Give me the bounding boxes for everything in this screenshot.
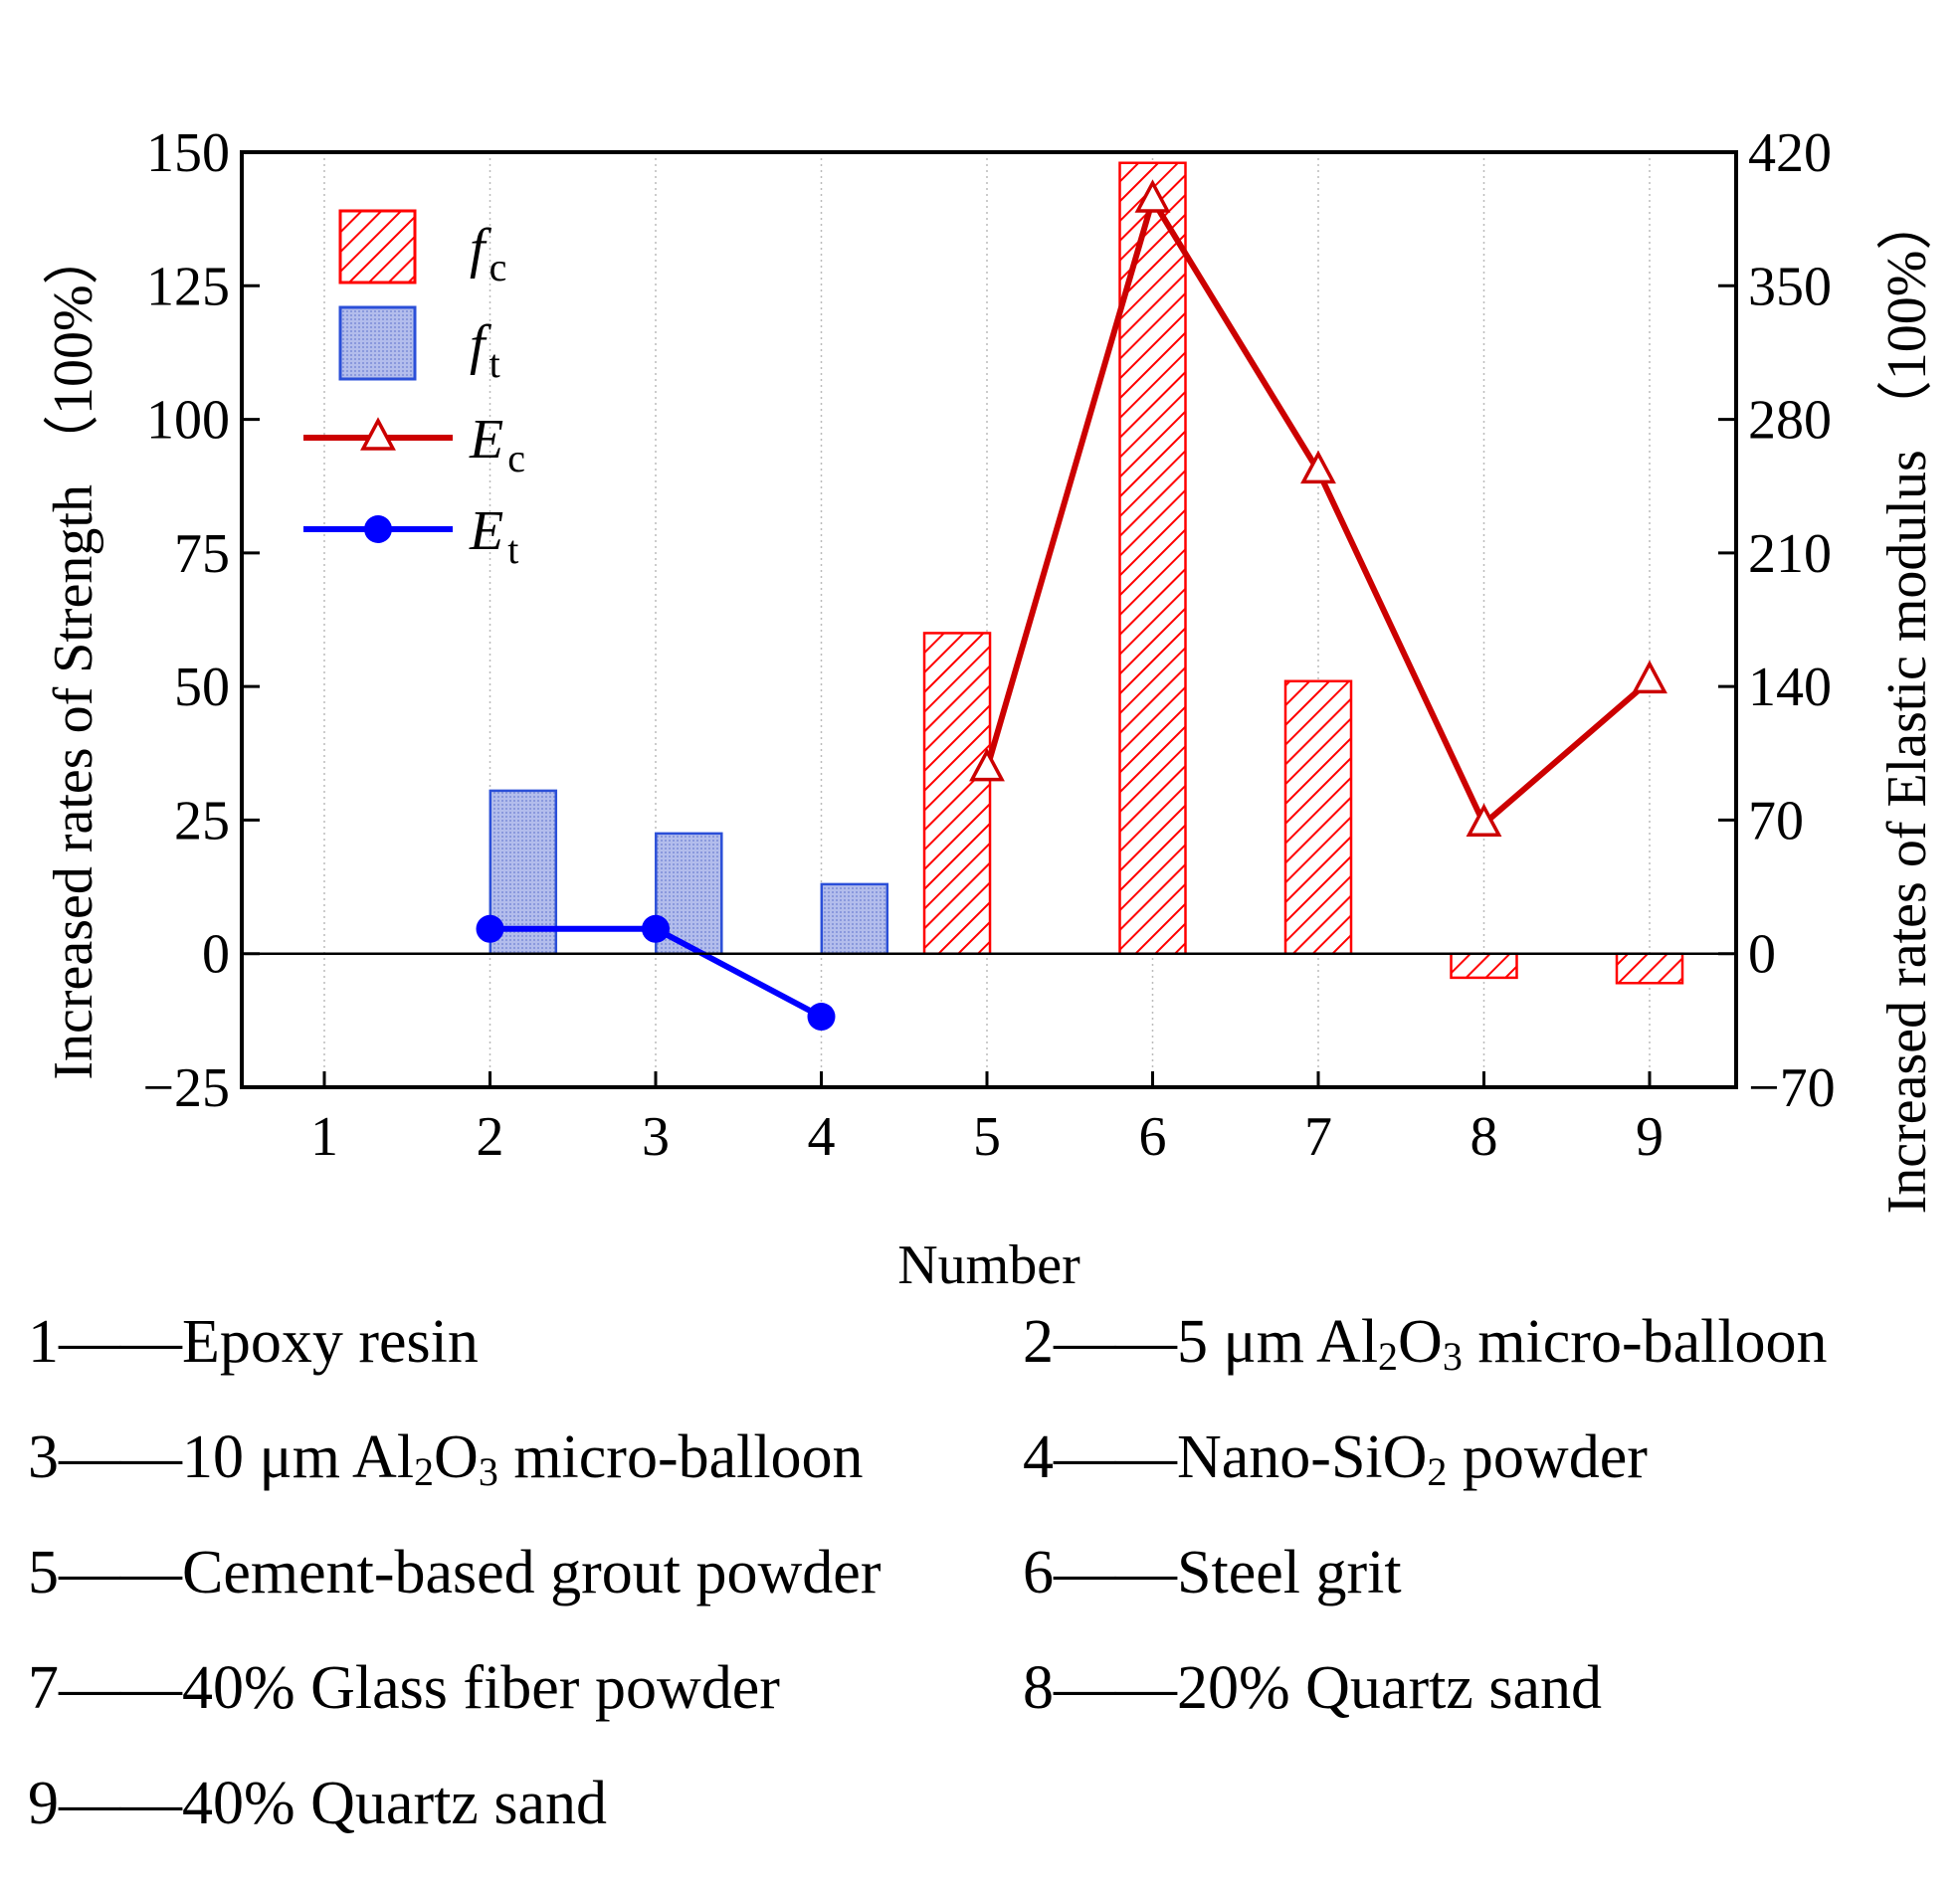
- note-subscript: 2: [1427, 1449, 1448, 1494]
- note-text: 5——: [28, 1539, 182, 1607]
- bar: [1450, 952, 1518, 980]
- note-text: 2——: [1023, 1308, 1177, 1376]
- x-tick-label: 8: [1470, 1106, 1498, 1168]
- y-tick-label: 150: [146, 122, 230, 184]
- legend-label-subscript: c: [507, 436, 525, 480]
- legend: f c f t E c E t: [303, 209, 525, 572]
- note-item: 9——40% Quartz sand: [28, 1773, 607, 1834]
- note-text: 8——: [1023, 1654, 1177, 1722]
- note-text: Steel grit: [1177, 1539, 1402, 1607]
- y2-tick-label: 210: [1748, 523, 1832, 585]
- y-tick-label: 75: [174, 523, 230, 585]
- data-point: [1134, 179, 1171, 213]
- grid-lines: [323, 152, 1651, 1087]
- legend-marker: [360, 417, 396, 451]
- y-tick-label: −25: [142, 1057, 230, 1119]
- note-text: 7——: [28, 1654, 182, 1722]
- y2-tick-label: −70: [1748, 1057, 1836, 1119]
- data-point: [1466, 803, 1502, 838]
- legend-swatch: [338, 209, 417, 284]
- note-text: 3——: [28, 1423, 182, 1491]
- note-text: micro-balloon: [497, 1423, 864, 1491]
- note-text: 5 μm Al: [1177, 1308, 1379, 1376]
- note-item: 2——5 μm Al2O3 micro-balloon: [1023, 1308, 1828, 1377]
- note-text: 6——: [1023, 1539, 1177, 1607]
- bar: [820, 882, 889, 955]
- x-tick-label: 4: [808, 1106, 836, 1168]
- note-text: Nano-SiO: [1177, 1423, 1428, 1491]
- note-text: Epoxy resin: [182, 1308, 479, 1376]
- x-tick-label: 6: [1139, 1106, 1167, 1168]
- note-text: O: [434, 1423, 479, 1491]
- note-text: 20% Quartz sand: [1177, 1654, 1602, 1722]
- y2-tick-label: 140: [1748, 657, 1832, 718]
- y-tick-label: 125: [146, 256, 230, 317]
- ticks: −250255075100125150−70070140210280350420…: [142, 122, 1835, 1168]
- note-text: 1——: [28, 1308, 182, 1376]
- y-tick-label: 100: [146, 390, 230, 452]
- bar: [1615, 952, 1684, 985]
- x-tick-label: 7: [1304, 1106, 1332, 1168]
- data-point: [642, 914, 670, 943]
- note-text: 10 μm Al: [182, 1423, 415, 1491]
- note-text: 40% Quartz sand: [182, 1770, 607, 1837]
- y-tick-label: 50: [174, 657, 230, 718]
- note-item: 8——20% Quartz sand: [1023, 1657, 1602, 1719]
- note-text: powder: [1447, 1423, 1648, 1491]
- x-tick-label: 5: [973, 1106, 1001, 1168]
- note-item: 1——Epoxy resin: [28, 1311, 479, 1373]
- note-subscript: 3: [478, 1449, 498, 1494]
- note-item: 6——Steel grit: [1023, 1542, 1402, 1604]
- x-tick-label: 3: [642, 1106, 670, 1168]
- note-text: 4——: [1023, 1423, 1177, 1491]
- bars: [489, 161, 1684, 985]
- legend-label-subscript: t: [507, 527, 518, 572]
- y-tick-label: 0: [202, 924, 230, 986]
- legend-swatch: [338, 305, 417, 381]
- data-point: [1632, 660, 1667, 694]
- material-notes: 1——Epoxy resin 2——5 μm Al2O3 micro-balloo…: [28, 1311, 1938, 1888]
- data-point: [476, 914, 504, 943]
- bar: [922, 632, 992, 955]
- legend-label-subscript: c: [490, 245, 507, 289]
- legend-marker: [364, 515, 392, 543]
- lines: [476, 179, 1667, 1032]
- note-item: 3——10 μm Al2O3 micro-balloon: [28, 1423, 864, 1492]
- note-item: 4——Nano-SiO2 powder: [1023, 1423, 1648, 1492]
- data-point: [807, 1003, 836, 1032]
- data-point: [1300, 450, 1336, 484]
- y-axis-title: Increased rates of Strength （100%）: [43, 229, 104, 1079]
- note-text: 40% Glass fiber powder: [182, 1654, 780, 1722]
- bar: [1283, 679, 1353, 955]
- note-text: O: [1398, 1308, 1443, 1376]
- note-item: 7——40% Glass fiber powder: [28, 1657, 780, 1719]
- note-text: Cement-based grout powder: [182, 1539, 882, 1607]
- note-subscript: 2: [414, 1449, 435, 1494]
- y-tick-label: 25: [174, 790, 230, 851]
- y2-tick-label: 350: [1748, 256, 1832, 317]
- x-tick-label: 1: [310, 1106, 338, 1168]
- chart: −250255075100125150−70070140210280350420…: [43, 122, 1938, 1296]
- note-subscript: 2: [1378, 1334, 1399, 1379]
- note-text: micro-balloon: [1462, 1308, 1828, 1376]
- y2-tick-label: 70: [1748, 790, 1804, 851]
- x-tick-label: 9: [1636, 1106, 1664, 1168]
- plot-frame: [240, 150, 1738, 1089]
- x-tick-label: 2: [477, 1106, 504, 1168]
- legend-label-subscript: t: [490, 341, 500, 386]
- y2-tick-label: 420: [1748, 122, 1832, 184]
- y2-axis-title: Increased rates of Elastic modulus （100%…: [1876, 195, 1938, 1215]
- note-text: 9——: [28, 1770, 182, 1837]
- note-subscript: 3: [1442, 1334, 1463, 1379]
- note-item: 5——Cement-based grout powder: [28, 1542, 881, 1604]
- y2-tick-label: 280: [1748, 390, 1832, 452]
- y2-tick-label: 0: [1748, 924, 1776, 986]
- data-point: [969, 747, 1005, 782]
- x-axis-title: Number: [897, 1234, 1080, 1296]
